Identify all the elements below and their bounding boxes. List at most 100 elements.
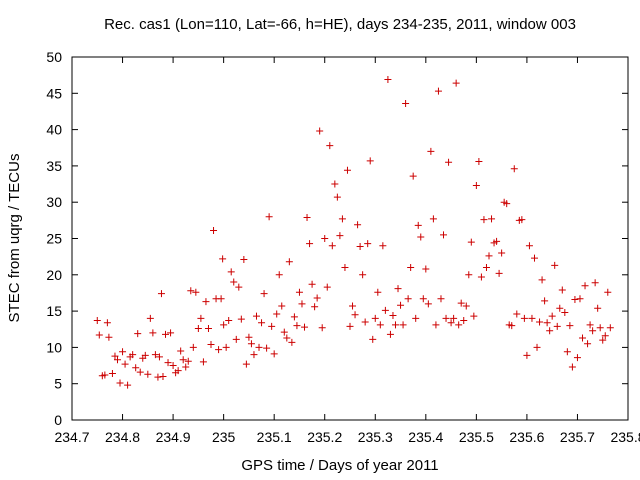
data-point [343,166,351,174]
data-point [351,311,359,319]
data-point [227,268,235,276]
data-point [472,182,480,190]
data-point [174,367,182,375]
data-point [488,215,496,223]
data-point [402,99,410,107]
data-point [124,381,132,389]
data-point [513,310,521,318]
data-point [359,271,367,279]
data-point [151,351,159,359]
axes-group: 234.7 234.8 234.9 235 235.1 235.2 235.3 235.4 23… [46,49,640,445]
data-point [354,221,362,229]
data-point [103,319,111,327]
data-point [548,312,556,320]
data-point [394,285,402,293]
data-point [538,276,546,284]
data-point [412,314,420,322]
y-tick-label: 15 [46,303,62,319]
data-point [429,215,437,223]
data-point [268,322,276,330]
data-point [579,334,587,342]
data-point [167,329,175,337]
data-point [316,127,324,135]
data-point [119,348,127,356]
data-point [222,343,230,351]
data-point [247,340,255,348]
data-point [136,368,144,376]
data-point [336,232,344,240]
data-point [523,351,531,359]
data-point [379,242,387,250]
data-point [295,288,303,296]
data-point [108,370,116,378]
data-point [369,335,377,343]
data-point [576,295,584,303]
data-point [581,282,589,290]
data-point [376,321,384,329]
x-tick-label: 234.9 [156,429,191,445]
data-point [445,158,453,166]
data-point [470,312,478,320]
data-point [346,322,354,330]
data-point [290,313,298,321]
data-point [306,240,314,248]
data-point [457,299,465,307]
data-point [493,237,501,245]
data-point [541,297,549,305]
data-point [417,233,425,241]
data-point [596,324,604,332]
data-point [157,290,165,298]
data-point [338,215,346,223]
data-point [146,314,154,322]
x-tick-label: 235.5 [459,429,494,445]
data-point [391,321,399,329]
x-tick-label: 235 [212,429,236,445]
data-point [111,352,119,360]
data-point [414,221,422,229]
data-point [240,256,248,264]
data-point [510,165,518,173]
data-point [465,271,473,279]
data-point [101,371,109,379]
data-point [586,321,594,329]
data-point [179,356,187,364]
data-point [589,327,597,335]
data-point [381,306,389,314]
data-point [556,304,564,312]
data-point [273,310,281,318]
data-point [386,330,394,338]
data-point [260,290,268,298]
data-point [275,271,283,279]
data-point [144,370,152,378]
data-point [571,295,579,303]
data-point [162,330,170,338]
data-point [364,240,372,248]
data-point [237,315,245,323]
data-point [437,295,445,303]
x-tick-label: 234.8 [105,429,140,445]
data-point [397,301,405,309]
y-axis-label: STEC from uqrg / TECUs [6,154,23,323]
data-point [323,283,331,291]
data-point [149,329,157,337]
data-point [543,319,551,327]
data-point [258,319,266,327]
data-point [263,344,271,352]
y-tick-label: 45 [46,85,62,101]
data-point [422,265,430,273]
data-point [308,280,316,288]
data-point [447,319,455,327]
data-point [199,358,207,366]
plot-frame [71,56,629,421]
data-point [182,363,190,371]
data-point [313,294,321,302]
data-point [326,142,334,150]
data-point [536,318,544,326]
y-tick-label: 5 [54,376,62,392]
data-point [192,288,200,296]
data-point [366,157,374,165]
data-point [283,334,291,342]
data-point [252,312,260,320]
data-point [460,317,468,325]
data-point [189,343,197,351]
